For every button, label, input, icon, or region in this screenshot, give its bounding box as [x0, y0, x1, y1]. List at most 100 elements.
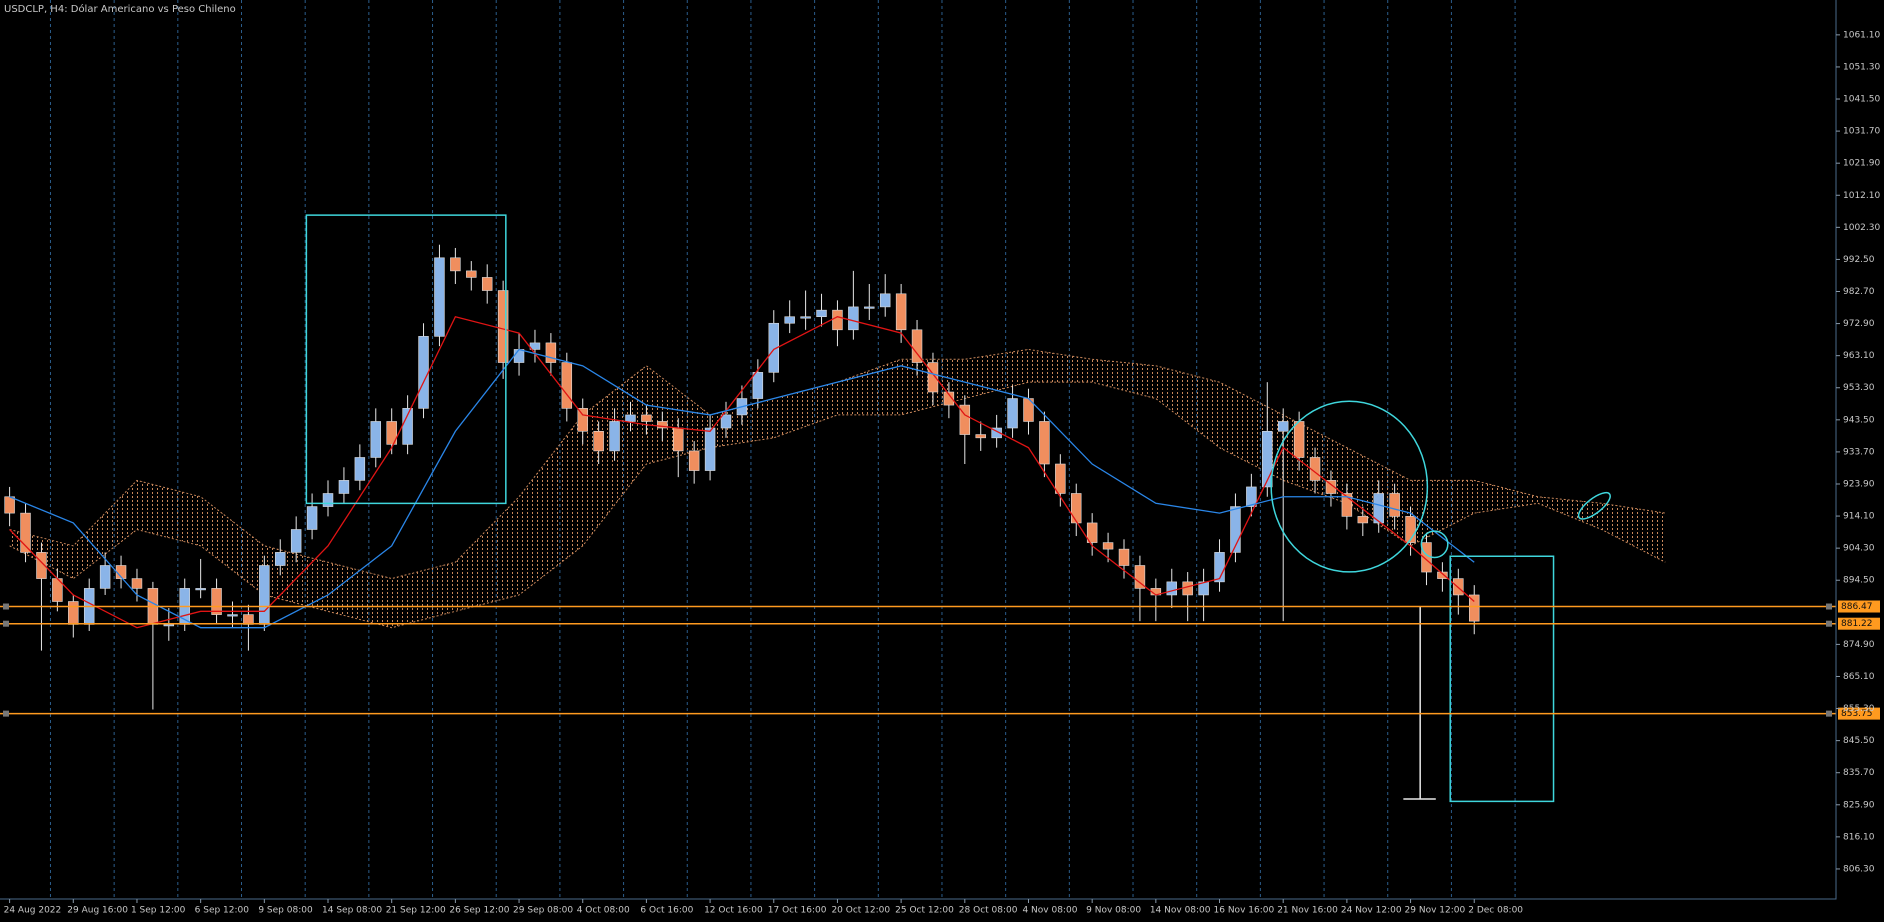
y-tick-label: 825.90 — [1843, 800, 1875, 810]
candle-body — [131, 578, 143, 589]
level-label: 853.75 — [1841, 709, 1873, 719]
plot — [4, 244, 1480, 710]
candle-body — [227, 614, 238, 617]
candle-body — [370, 421, 382, 458]
level-marker — [3, 620, 9, 627]
y-tick-label: 1041.50 — [1843, 95, 1880, 105]
y-tick-label: 835.70 — [1843, 768, 1875, 778]
candle-body — [545, 342, 557, 363]
candle-body — [864, 306, 875, 309]
candle-body — [895, 293, 907, 331]
x-tick-label: 20 Oct 12:00 — [831, 906, 890, 916]
cloud-span-a — [9, 348, 1666, 580]
candle-body — [832, 309, 843, 331]
candle-body — [1039, 421, 1050, 465]
candle-body — [497, 290, 509, 363]
candle-body — [975, 434, 986, 439]
y-tick-label: 1002.30 — [1843, 223, 1880, 233]
axis-frame — [0, 0, 1837, 900]
candle-body — [752, 372, 764, 399]
x-tick-label: 29 Aug 16:00 — [67, 906, 128, 916]
candle-body — [688, 450, 700, 471]
candle-body — [354, 457, 366, 481]
x-tick-label: 14 Sep 08:00 — [322, 906, 382, 916]
y-tick-label: 894.50 — [1843, 576, 1875, 586]
candle-body — [1246, 486, 1257, 507]
candle-body — [641, 414, 652, 422]
x-tick-label: 9 Nov 08:00 — [1086, 906, 1141, 916]
candle-body — [450, 257, 461, 272]
candle-body — [1007, 398, 1018, 429]
candle-body — [1262, 430, 1273, 488]
y-tick-label: 923.90 — [1843, 479, 1875, 489]
y-tick-label: 982.70 — [1843, 287, 1875, 297]
candle-body — [434, 257, 445, 337]
x-tick-label: 1 Sep 12:00 — [131, 906, 186, 916]
candle-body — [163, 624, 175, 627]
x-tick-label: 12 Oct 16:00 — [704, 906, 763, 916]
candle-body — [1437, 571, 1448, 579]
candle-body — [1118, 548, 1130, 566]
y-tick-label: 855.30 — [1843, 704, 1875, 714]
candle-body — [1277, 421, 1289, 432]
x-tick-label: 16 Nov 16:00 — [1214, 906, 1275, 916]
candle-body — [1389, 493, 1400, 517]
candle-body — [720, 414, 732, 429]
candle-body — [1293, 421, 1305, 458]
candle-body — [784, 316, 795, 324]
x-tick-label: 6 Sep 12:00 — [195, 906, 250, 916]
candle-body — [466, 270, 477, 278]
candle-body — [1166, 581, 1177, 596]
cloud-span-b — [9, 381, 1666, 629]
y-tick-label: 1021.90 — [1843, 159, 1880, 169]
level-label-box — [1838, 707, 1880, 720]
x-tick-label: 9 Sep 08:00 — [258, 906, 313, 916]
x-tick-label: 4 Nov 08:00 — [1022, 906, 1077, 916]
y-tick-label: 816.10 — [1843, 832, 1875, 842]
candle-body — [99, 565, 111, 589]
y-tick-label: 865.10 — [1843, 672, 1875, 682]
level-marker — [1826, 603, 1832, 610]
annotation-ellipse — [1575, 488, 1614, 523]
candle-body — [513, 349, 525, 363]
candle-body — [1182, 581, 1193, 596]
candle-body — [322, 493, 334, 507]
candle-body — [1134, 565, 1146, 589]
y-tick-label: 933.70 — [1843, 447, 1875, 457]
x-tick-label: 2 Dec 08:00 — [1468, 906, 1523, 916]
candle-body — [848, 306, 859, 331]
candle-body — [20, 512, 31, 553]
candle-body — [243, 614, 254, 625]
y-tick-label: 963.10 — [1843, 351, 1875, 361]
level-label: 886.47 — [1841, 602, 1873, 612]
candle-body — [386, 421, 397, 445]
y-tick-label: 1012.10 — [1843, 191, 1880, 201]
candle-body — [609, 421, 620, 452]
candle-body — [259, 565, 270, 625]
y-tick-label: 806.30 — [1843, 864, 1875, 874]
candle-body — [1373, 493, 1384, 524]
level-marker — [1826, 710, 1832, 717]
candle-body — [1086, 522, 1098, 543]
indicator-line — [9, 348, 1475, 629]
candle-body — [275, 552, 286, 566]
x-tick-label: 24 Nov 12:00 — [1341, 906, 1402, 916]
y-tick-label: 992.50 — [1843, 255, 1875, 265]
annotations — [306, 215, 1614, 801]
level-marker — [1826, 620, 1832, 627]
y-tick-label: 1061.10 — [1843, 30, 1880, 40]
y-tick-label: 904.30 — [1843, 544, 1875, 554]
candle-body — [1071, 493, 1082, 524]
candle-body — [290, 529, 302, 553]
levels: 886.47 881.22 853.75 — [0, 600, 1880, 720]
candle-body — [4, 496, 15, 514]
candle-body — [991, 427, 1002, 439]
candle-body — [211, 588, 222, 615]
x-tick-label: 29 Sep 08:00 — [513, 906, 573, 916]
y-tick-label: 914.10 — [1843, 512, 1875, 522]
x-tick-label: 17 Oct 16:00 — [768, 906, 827, 916]
candle-body — [879, 293, 891, 308]
annotation-box — [306, 215, 505, 503]
